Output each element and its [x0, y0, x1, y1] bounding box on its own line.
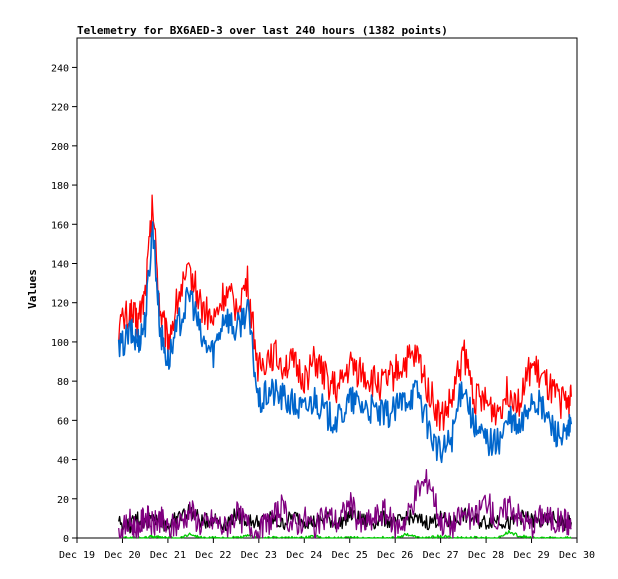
- x-axis: Dec 19 Dec 20 Dec 21 Dec 22 Dec 23 Dec 24 Dec …: [59, 538, 595, 561]
- x-tick-label: Dec 20: [104, 550, 140, 561]
- x-tick-label: Dec 25: [332, 550, 368, 561]
- plot-area: [76, 37, 578, 539]
- chart-title: Telemetry for BX6AED-3 over last 240 hou…: [77, 24, 448, 37]
- y-tick-label: 180: [51, 181, 69, 192]
- y-tick-label: 140: [51, 259, 69, 270]
- series-layer: [117, 194, 573, 539]
- y-tick-label: 40: [57, 456, 69, 467]
- x-tick-label: Dec 26: [377, 550, 413, 561]
- x-tick-label: Dec 27: [423, 550, 459, 561]
- y-tick-label: 60: [57, 416, 69, 427]
- x-tick-label: Dec 23: [241, 550, 277, 561]
- series-line-2: [118, 468, 572, 539]
- y-tick-label: 0: [63, 534, 69, 545]
- series-line-4: [118, 530, 572, 539]
- series-line-0: [118, 194, 572, 432]
- series-line-1: [117, 221, 573, 464]
- x-tick-label: Dec 19: [59, 550, 95, 561]
- y-axis-label: Values: [26, 269, 39, 309]
- x-tick-label: Dec 28: [468, 550, 504, 561]
- y-tick-label: 220: [51, 103, 69, 114]
- y-tick-label: 240: [51, 63, 69, 74]
- x-tick-label: Dec 29: [513, 550, 549, 561]
- x-tick-label: Dec 30: [559, 550, 595, 561]
- x-tick-label: Dec 21: [150, 550, 186, 561]
- y-tick-label: 20: [57, 495, 69, 506]
- y-tick-label: 80: [57, 377, 69, 388]
- y-tick-label: 100: [51, 338, 69, 349]
- y-axis: 0 20 40 60 80 100 120 140 160 180 200 220 240: [51, 63, 77, 545]
- y-tick-label: 160: [51, 220, 69, 231]
- y-tick-label: 120: [51, 299, 69, 310]
- series-line-3: [118, 504, 572, 534]
- y-tick-label: 200: [51, 142, 69, 153]
- x-tick-label: Dec 22: [195, 550, 231, 561]
- x-tick-label: Dec 24: [286, 550, 322, 561]
